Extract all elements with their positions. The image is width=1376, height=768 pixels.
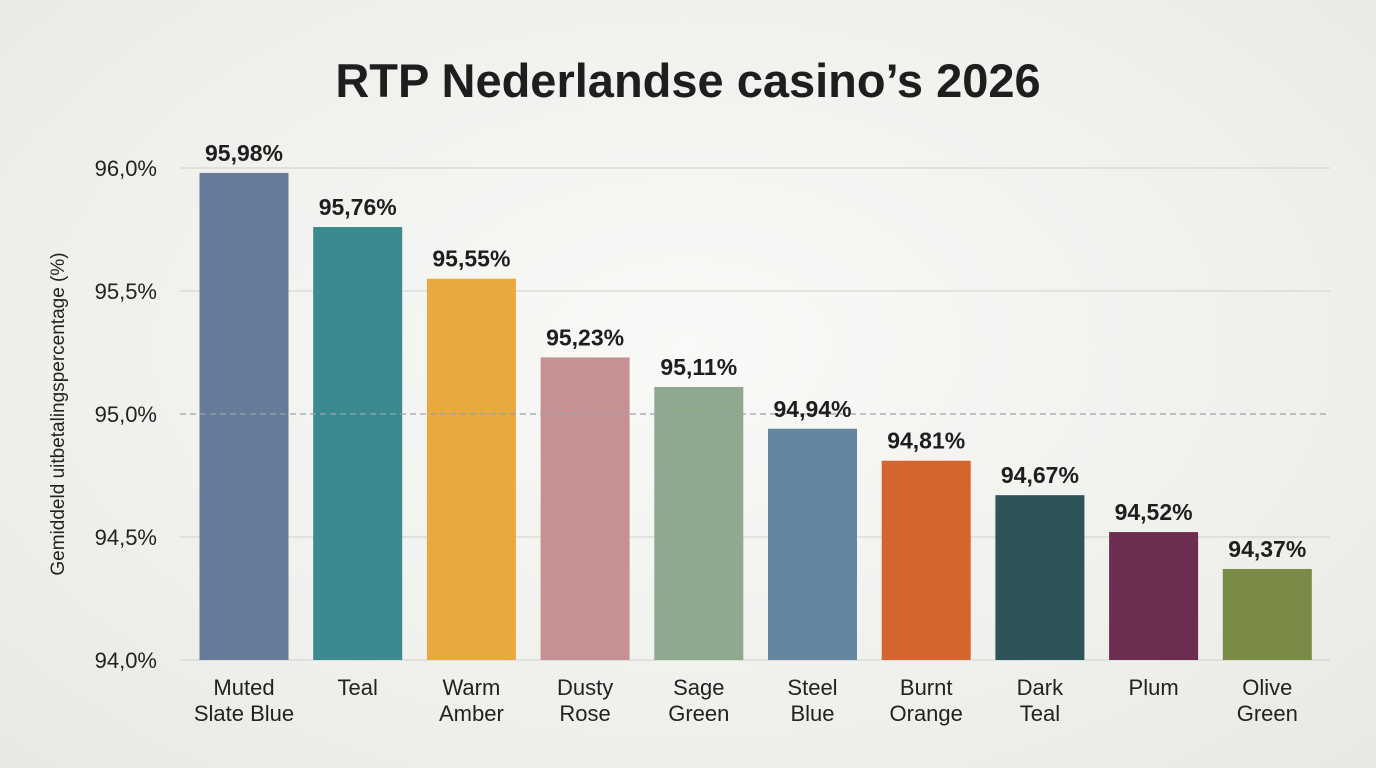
x-tick-label: Teal — [338, 675, 378, 700]
x-tick-label: Orange — [890, 701, 963, 726]
x-tick-label: Blue — [790, 701, 834, 726]
bar — [768, 428, 857, 660]
x-tick-label: Slate Blue — [194, 701, 294, 726]
x-tick-label: Green — [668, 701, 729, 726]
bar — [199, 172, 289, 661]
bar — [426, 278, 516, 660]
y-tick-label: 95,0% — [95, 402, 157, 427]
bar — [1109, 532, 1199, 660]
bars-layer — [199, 172, 1312, 661]
data-label: 94,67% — [1001, 462, 1079, 488]
y-axis-label: Gemiddeld uitbetalingspercentage (%) — [48, 252, 69, 575]
x-tick-label: Teal — [1020, 701, 1060, 726]
y-tick-label: 94,5% — [95, 525, 157, 550]
data-label: 95,76% — [319, 194, 397, 220]
bar — [540, 357, 630, 660]
x-tick-label: Steel — [787, 675, 837, 700]
x-tick-label: Dark — [1017, 675, 1064, 700]
y-tick-label: 95,5% — [95, 279, 157, 304]
data-label: 94,52% — [1115, 499, 1193, 525]
x-tick-label: Rose — [559, 701, 610, 726]
data-label: 95,55% — [432, 246, 510, 272]
x-tick-label: Amber — [439, 701, 504, 726]
x-tick-label: Burnt — [900, 675, 953, 700]
data-label: 94,81% — [887, 428, 965, 454]
data-label: 95,11% — [660, 354, 737, 380]
bar — [995, 495, 1085, 660]
data-label: 95,98% — [205, 140, 283, 166]
data-label: 95,23% — [546, 324, 624, 350]
y-tick-label: 94,0% — [95, 648, 157, 673]
x-tick-label: Dusty — [557, 675, 613, 700]
x-tick-label: Plum — [1129, 675, 1179, 700]
data-label: 94,37% — [1228, 536, 1306, 562]
data-label: 94,94% — [773, 396, 851, 422]
labels-layer: 94,0% 94,5% 95,0% 95,5% 96,0% 95,98% MutedSlat… — [95, 140, 1307, 726]
x-tick-label: Sage — [673, 675, 724, 700]
bar — [881, 460, 971, 660]
bar — [654, 386, 744, 660]
x-tick-label: Olive — [1242, 675, 1292, 700]
bar — [313, 227, 403, 661]
x-tick-label: Warm — [442, 675, 500, 700]
bar — [1222, 568, 1312, 660]
chart-title: RTP Nederlandse casino’s 2026 — [335, 54, 1040, 107]
x-tick-label: Green — [1237, 701, 1298, 726]
x-tick-label: Muted — [213, 675, 274, 700]
y-tick-label: 96,0% — [95, 156, 157, 181]
